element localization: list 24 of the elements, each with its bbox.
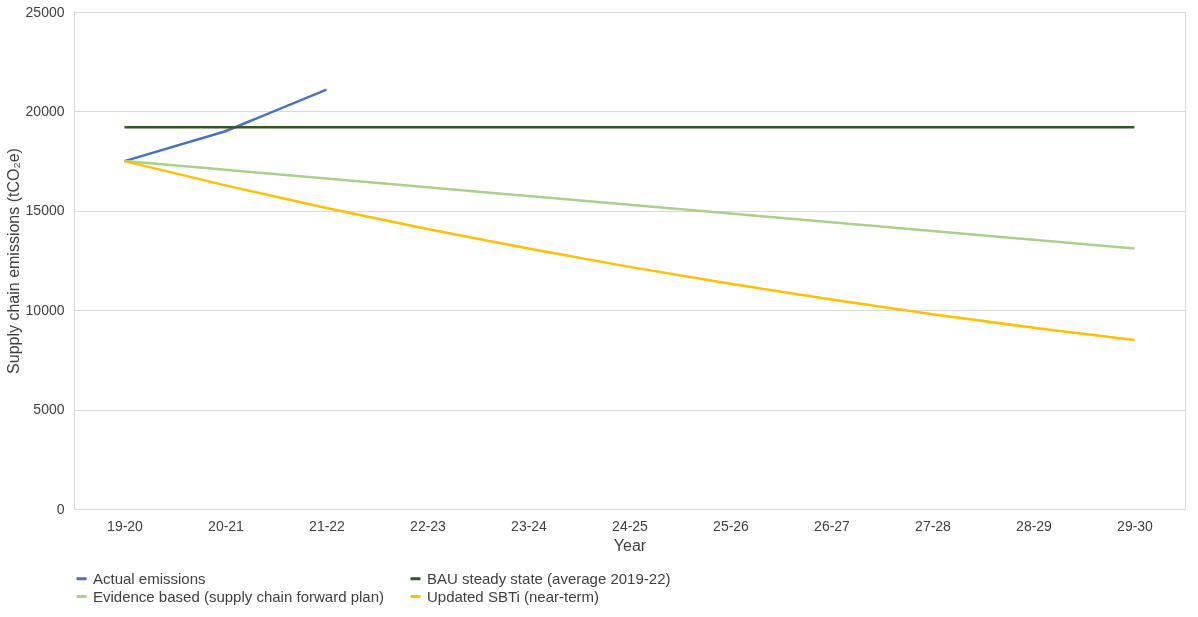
x-tick-label: 25-26 (713, 517, 750, 534)
x-tick-label: 26-27 (814, 517, 851, 534)
y-axis-title: Supply chain emissions (tCO₂e) (4, 148, 22, 374)
legend-label: Updated SBTi (near-term) (427, 587, 600, 605)
x-tick-label: 28-29 (1016, 517, 1053, 534)
y-tick-label: 0 (56, 500, 65, 517)
x-tick-label: 24-25 (612, 517, 649, 534)
x-tick-label: 20-21 (208, 517, 245, 534)
x-tick-label: 27-28 (915, 517, 952, 534)
x-tick-label: 29-30 (1117, 517, 1154, 534)
y-tick-label: 20000 (25, 102, 65, 119)
x-tick-label: 22-23 (410, 517, 447, 534)
x-axis-title: Year (613, 536, 647, 554)
legend-label: BAU steady state (average 2019-22) (427, 569, 671, 587)
y-tick-label: 25000 (25, 3, 65, 20)
x-tick-label: 23-24 (511, 517, 548, 534)
x-tick-label: 19-20 (107, 517, 144, 534)
legend-label: Actual emissions (93, 569, 206, 587)
y-tick-label: 15000 (25, 202, 65, 219)
line-series (123, 159, 1136, 342)
y-tick-label: 10000 (25, 301, 65, 318)
y-tick-label: 5000 (33, 401, 65, 418)
legend-label: Evidence based (supply chain forward plan) (93, 587, 384, 605)
x-tick-label: 21-22 (309, 517, 346, 534)
